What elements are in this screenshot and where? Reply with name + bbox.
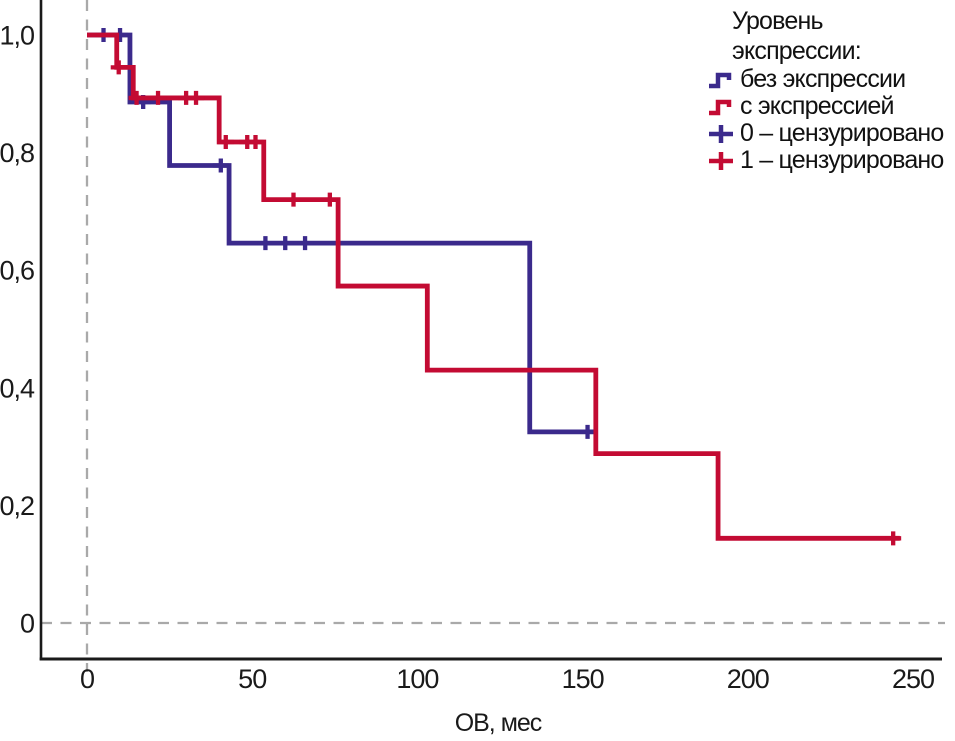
step-line-icon — [709, 99, 732, 115]
censor-mark — [277, 236, 294, 251]
legend: Уровень экспрессии: без экспрессии с экс… — [708, 6, 954, 174]
x-axis-title: ОВ, мес — [455, 709, 542, 737]
censor-mark — [257, 236, 274, 251]
x-tick-label: 100 — [396, 664, 438, 694]
censor-mark — [885, 531, 902, 546]
legend-item-label: 0 – цензурировано — [740, 119, 944, 147]
censor-mark — [188, 90, 205, 105]
series-with-expression — [87, 32, 902, 546]
x-tick-label: 0 — [80, 664, 94, 694]
y-tick-label: 0,4 — [0, 373, 35, 403]
censor-mark — [110, 60, 127, 75]
legend-title: Уровень экспрессии: — [732, 7, 862, 65]
censor-mark — [150, 90, 167, 105]
legend-item-label: с экспрессией — [740, 92, 895, 120]
legend-item-censored-1: 1 – цензурировано — [708, 146, 954, 174]
y-tick-label: 1,0 — [0, 21, 34, 51]
censor-mark — [297, 236, 314, 251]
legend-item-with-expression: с экспрессией — [708, 92, 954, 120]
x-tick-label: 50 — [238, 664, 266, 694]
y-tick-label: 0,8 — [0, 138, 34, 168]
series-without-expression — [87, 28, 596, 439]
censor-mark — [579, 424, 596, 439]
censor-mark — [212, 158, 229, 173]
censor-mark — [321, 192, 338, 207]
censor-mark — [128, 90, 145, 105]
y-tick-label: 0,6 — [0, 256, 34, 286]
x-tick-label: 200 — [727, 664, 769, 694]
censor-mark — [217, 135, 234, 150]
legend-item-label: 1 – цензурировано — [740, 146, 944, 174]
y-tick-label: 0 — [20, 609, 34, 639]
legend-item-label: без экспрессии — [740, 65, 906, 93]
plus-censor-icon — [709, 151, 733, 170]
step-line-icon — [709, 72, 732, 88]
legend-item-without-expression: без экспрессии — [708, 65, 954, 93]
x-tick-label: 250 — [892, 664, 934, 694]
x-tick-label: 150 — [562, 664, 604, 694]
censor-mark — [247, 135, 264, 150]
legend-item-censored-0: 0 – цензурировано — [708, 119, 954, 147]
y-tick-label: 0,2 — [0, 491, 34, 521]
plus-censor-icon — [709, 124, 733, 143]
censor-mark — [285, 192, 302, 207]
